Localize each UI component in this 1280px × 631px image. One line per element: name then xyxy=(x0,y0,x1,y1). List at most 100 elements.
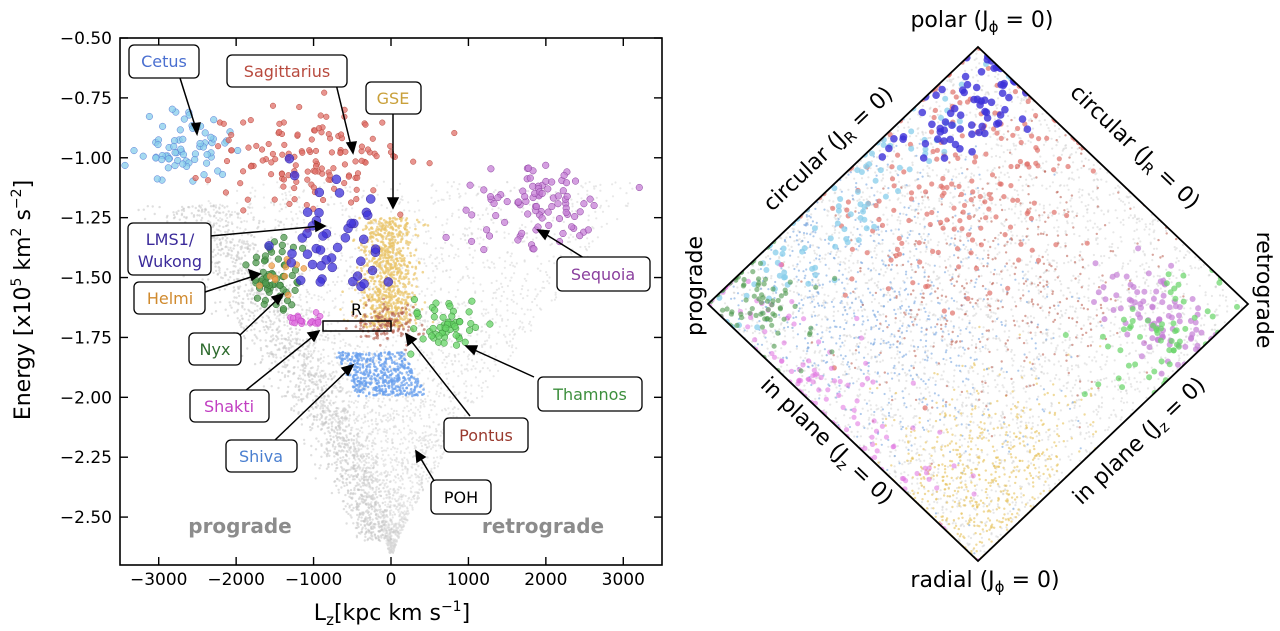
disc-point xyxy=(323,451,326,454)
disc-point xyxy=(371,535,374,538)
disc-point xyxy=(390,528,393,531)
halo-point xyxy=(303,358,306,361)
halo-point xyxy=(428,390,431,393)
disc-point xyxy=(385,530,388,533)
disc-point xyxy=(348,495,351,498)
halo-point xyxy=(430,470,433,473)
halo-point xyxy=(283,314,286,317)
disc-point xyxy=(229,241,232,244)
disc-point xyxy=(321,404,325,407)
halo-point xyxy=(367,432,370,435)
halo-point xyxy=(512,328,515,331)
halo-point xyxy=(394,481,397,484)
halo-point xyxy=(311,329,314,332)
halo-point xyxy=(386,496,389,499)
disc-point xyxy=(372,480,375,483)
halo-point xyxy=(511,337,515,340)
disc-point xyxy=(362,489,365,492)
disc-point xyxy=(314,477,317,480)
halo-point xyxy=(401,505,405,508)
halo-point xyxy=(317,298,320,301)
halo-point xyxy=(345,259,348,262)
halo-point xyxy=(410,498,413,501)
disc-point xyxy=(361,495,364,498)
halo-point xyxy=(447,339,450,342)
disc-point xyxy=(337,443,340,446)
halo-point xyxy=(405,447,408,450)
halo-point xyxy=(387,503,390,506)
halo-point xyxy=(594,185,598,188)
halo-point xyxy=(448,276,451,279)
halo-point xyxy=(432,202,435,205)
halo-point xyxy=(481,367,484,370)
halo-point xyxy=(435,430,438,433)
halo-point xyxy=(430,184,433,187)
gse-point xyxy=(359,299,362,302)
halo-point xyxy=(448,194,451,197)
gse-point xyxy=(400,257,404,261)
halo-point xyxy=(431,379,434,382)
halo-point xyxy=(513,186,516,189)
halo-point xyxy=(487,311,490,314)
left-scatter-layer xyxy=(121,89,643,555)
halo-point xyxy=(530,212,533,215)
halo-point xyxy=(447,382,450,385)
halo-point xyxy=(336,361,339,364)
disc-point xyxy=(273,313,276,316)
halo-point xyxy=(391,514,394,517)
disc-point xyxy=(142,208,145,211)
halo-point xyxy=(459,278,462,281)
halo-point xyxy=(465,228,468,231)
halo-point xyxy=(457,281,460,284)
halo-point xyxy=(425,242,428,245)
halo-point xyxy=(562,220,565,224)
disc-point xyxy=(315,418,318,422)
halo-point xyxy=(433,290,436,293)
disc-point xyxy=(327,462,330,466)
halo-point xyxy=(486,339,489,342)
disc-point xyxy=(389,538,392,541)
halo-point xyxy=(327,283,330,286)
halo-point xyxy=(344,344,347,347)
disc-point xyxy=(320,422,323,426)
halo-point xyxy=(571,205,574,208)
halo-point xyxy=(385,418,388,422)
halo-point xyxy=(439,246,442,249)
halo-point xyxy=(468,226,471,229)
halo-point xyxy=(498,256,501,259)
gse-point xyxy=(389,241,393,245)
disc-point xyxy=(238,319,242,322)
halo-point xyxy=(207,200,210,203)
halo-point xyxy=(410,429,413,432)
halo-point xyxy=(403,487,406,490)
halo-point xyxy=(428,416,431,419)
halo-point xyxy=(471,359,474,362)
disc-point xyxy=(211,250,215,253)
disc-point xyxy=(180,213,184,217)
halo-point xyxy=(272,202,275,205)
halo-point xyxy=(404,438,407,441)
gse-point xyxy=(382,284,386,288)
halo-point xyxy=(407,201,410,204)
halo-point xyxy=(381,420,384,423)
disc-point xyxy=(385,474,389,477)
halo-point xyxy=(392,412,395,415)
halo-point xyxy=(354,215,357,218)
halo-point xyxy=(361,294,364,297)
disc-point xyxy=(214,254,217,257)
gse-point xyxy=(392,259,395,262)
halo-point xyxy=(390,417,393,420)
gse-point xyxy=(431,320,435,324)
gse-point xyxy=(404,218,408,222)
halo-point xyxy=(384,458,387,461)
disc-point xyxy=(265,331,268,334)
disc-point xyxy=(271,322,275,326)
gse-point xyxy=(404,276,407,280)
disc-point xyxy=(325,438,328,441)
halo-point xyxy=(298,206,301,209)
halo-point xyxy=(376,513,380,516)
disc-point xyxy=(244,283,248,287)
disc-point xyxy=(330,463,334,466)
halo-point xyxy=(382,415,385,418)
disc-point xyxy=(322,422,326,425)
